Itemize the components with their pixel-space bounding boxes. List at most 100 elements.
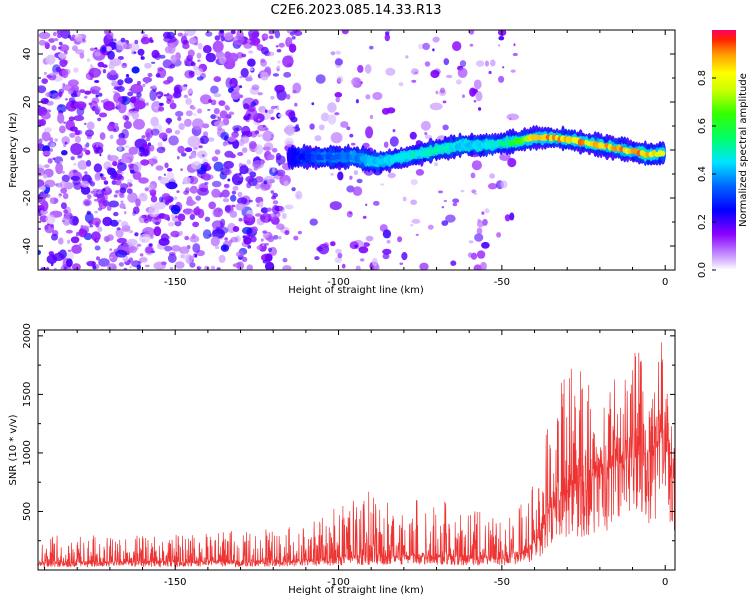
heatmap-noise-cell	[146, 102, 149, 106]
heatmap-noise-cell	[248, 199, 253, 203]
heatmap-noise-cell	[268, 35, 274, 40]
heatmap-noise-cell	[262, 38, 266, 41]
heatmap-noise-cell	[60, 187, 67, 194]
heatmap-noise-cell	[38, 213, 42, 217]
snr-x-axis: -150 -100 -50 0	[44, 330, 668, 588]
heatmap-noise-cell	[57, 33, 62, 39]
heatmap-noise-cell	[226, 52, 239, 63]
heatmap-noise-cell	[327, 102, 337, 113]
heatmap-noise-cell	[237, 180, 242, 184]
heatmap-noise-cell	[109, 248, 113, 251]
heatmap-noise-cell	[150, 195, 158, 203]
heatmap-noise-cell	[199, 135, 209, 145]
heatmap-noise-cell	[188, 255, 195, 261]
heatmap-noise-cell	[222, 198, 230, 203]
heatmap-noise-cell	[63, 266, 67, 270]
colorbar-tick-label: 0.4	[697, 166, 708, 182]
heatmap-noise-cell	[171, 245, 181, 252]
heatmap-noise-cell	[142, 76, 153, 83]
heatmap-noise-cell	[224, 32, 234, 41]
heatmap-noise-cell	[117, 162, 127, 172]
heatmap-noise-cell	[286, 94, 291, 100]
heatmap-noise-cell	[260, 238, 264, 242]
heatmap-noise-cell	[97, 226, 103, 233]
heatmap-noise-cell	[198, 145, 203, 149]
heatmap-noise-cell	[70, 236, 80, 244]
heatmap-noise-cell	[164, 245, 173, 252]
heatmap-noise-cell	[163, 94, 168, 97]
heatmap-noise-cell	[120, 183, 128, 191]
heatmap-noise-cell	[71, 34, 76, 39]
heatmap-noise-cell	[275, 152, 282, 161]
heatmap-noise-cell	[496, 232, 502, 238]
heatmap-noise-cell	[86, 160, 92, 167]
heatmap-noise-cell	[223, 160, 235, 169]
heatmap-noise-cell	[54, 138, 58, 142]
heatmap-noise-cell	[168, 198, 172, 202]
heatmap-noise-cell	[297, 230, 302, 235]
heatmap-noise-cell	[243, 115, 250, 121]
heatmap-noise-cell	[158, 196, 164, 203]
x-tick-label: -100	[327, 577, 350, 588]
heatmap-noise-cell	[214, 245, 220, 250]
heatmap-noise-cell	[510, 69, 516, 73]
heatmap-noise-cell	[212, 40, 224, 53]
heatmap-noise-cell	[90, 190, 96, 194]
snr-series-line	[38, 342, 675, 568]
heatmap-noise-cell	[220, 244, 230, 252]
heatmap-noise-cell	[278, 42, 285, 48]
heatmap-noise-cell	[170, 63, 176, 69]
heatmap-noise-cell	[169, 102, 177, 110]
heatmap-noise-cell	[177, 145, 185, 154]
heatmap-noise-cell	[205, 31, 213, 37]
heatmap-noise-cell	[175, 261, 185, 269]
heatmap-noise-cell	[133, 51, 137, 54]
heatmap-noise-cell	[101, 46, 107, 53]
heatmap-noise-cell	[69, 126, 78, 132]
heatmap-noise-cell	[435, 90, 439, 95]
colorbar-axis: 0.0 0.2 0.4 0.6 0.8	[697, 70, 716, 278]
heatmap-noise-cell	[278, 162, 281, 167]
heatmap-noise-cell	[149, 89, 157, 101]
heatmap-noise-cell	[102, 216, 113, 227]
heatmap-noise-cell	[283, 180, 289, 187]
heatmap-noise-cell	[159, 102, 164, 106]
heatmap-noise-cell	[139, 253, 144, 257]
heatmap-noise-cell	[78, 228, 88, 238]
heatmap-noise-cell	[64, 182, 74, 190]
heatmap-noise-cell	[247, 113, 251, 117]
heatmap-noise-cell	[147, 72, 153, 78]
heatmap-noise-cell	[95, 146, 104, 154]
colorbar-tick-label: 0.8	[697, 70, 708, 86]
heatmap-noise-cell	[469, 87, 477, 97]
heatmap-noise-cell	[358, 246, 369, 254]
heatmap-noise-cell	[350, 142, 356, 146]
heatmap-noise-cell	[197, 187, 209, 196]
heatmap-noise-cell	[84, 144, 88, 148]
heatmap-noise-cell	[115, 228, 124, 238]
heatmap-noise-cell	[135, 141, 140, 145]
x-tick-label: -150	[164, 577, 187, 588]
heatmap-noise-cell	[278, 113, 283, 118]
heatmap-noise-cell	[346, 185, 355, 193]
heatmap-noise-cell	[73, 90, 77, 94]
heatmap-noise-cell	[98, 258, 110, 267]
heatmap-noise-cell	[144, 62, 152, 69]
heatmap-noise-cell	[38, 39, 46, 46]
heatmap-noise-cell	[251, 84, 260, 91]
heatmap-noise-cell	[53, 38, 59, 42]
heatmap-noise-cell	[337, 171, 344, 181]
heatmap-noise-cell	[86, 121, 95, 130]
heatmap-noise-cell	[241, 256, 248, 262]
heatmap-noise-cell	[82, 147, 87, 152]
heatmap-noise-cell	[89, 225, 94, 228]
heatmap-noise-cell	[284, 230, 290, 236]
heatmap-noise-cell	[94, 80, 100, 83]
heatmap-noise-cell	[261, 244, 265, 247]
heatmap-noise-cell	[38, 85, 47, 94]
heatmap-noise-cell	[107, 123, 115, 132]
heatmap-noise-cell	[162, 59, 173, 69]
heatmap-noise-cell	[257, 118, 261, 121]
heatmap-noise-cell	[139, 233, 151, 243]
